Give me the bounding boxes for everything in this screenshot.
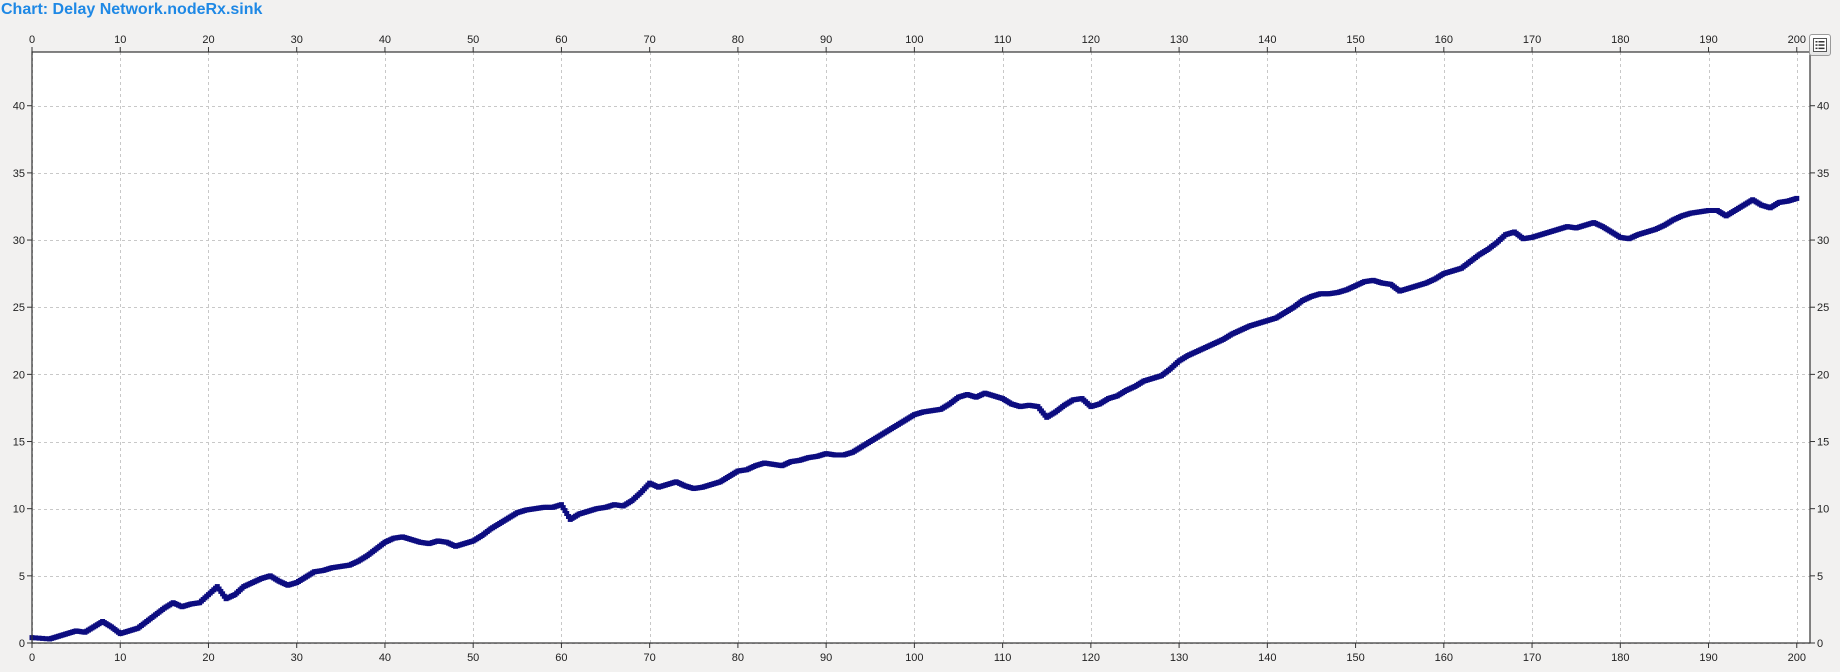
y-axis-right: 0 5 10 15 20 25 30 35 40 [1810, 101, 1829, 650]
x-tick-label-top: 110 [994, 34, 1012, 46]
x-tick-label-top: 160 [1435, 34, 1453, 46]
x-tick-label-bottom: 140 [1258, 652, 1276, 664]
data-point [565, 513, 571, 519]
y-tick-label-left: 25 [13, 302, 25, 314]
y-tick-label-right: 5 [1817, 571, 1823, 583]
x-tick-label-bottom: 120 [1082, 652, 1100, 664]
y-tick-label-left: 20 [13, 369, 25, 381]
x-tick-label-top: 50 [467, 34, 479, 46]
x-tick-label-bottom: 160 [1435, 652, 1453, 664]
data-point [1794, 195, 1800, 201]
plot-area [32, 52, 1810, 643]
x-tick-label-bottom: 200 [1788, 652, 1806, 664]
plot-frame [31, 51, 1811, 644]
y-axis-left: 0 5 10 15 20 25 30 35 40 [13, 101, 32, 650]
x-tick-label-top: 80 [732, 34, 744, 46]
y-tick-label-right: 30 [1817, 235, 1829, 247]
data-point [560, 505, 566, 511]
x-tick-label-bottom: 80 [732, 652, 744, 664]
data-point [40, 635, 46, 641]
y-tick-label-right: 15 [1817, 437, 1829, 449]
x-tick-label-top: 20 [202, 34, 214, 46]
data-point [36, 635, 42, 641]
y-tick-label-right: 25 [1817, 302, 1829, 314]
x-tick-label-top: 130 [1170, 34, 1188, 46]
legend-list-icon [1813, 38, 1827, 52]
x-tick-label-top: 200 [1788, 34, 1806, 46]
x-tick-label-bottom: 100 [905, 652, 923, 664]
x-tick-label-bottom: 150 [1346, 652, 1364, 664]
data-point [43, 636, 49, 642]
x-tick-label-top: 100 [905, 34, 923, 46]
x-tick-label-bottom: 110 [994, 652, 1012, 664]
x-tick-label-top: 180 [1611, 34, 1629, 46]
x-tick-label-top: 140 [1258, 34, 1276, 46]
x-tick-label-top: 10 [114, 34, 126, 46]
y-tick-label-left: 30 [13, 235, 25, 247]
x-tick-label-bottom: 0 [29, 652, 35, 664]
x-tick-label-bottom: 50 [467, 652, 479, 664]
x-tick-label-top: 40 [379, 34, 391, 46]
y-tick-label-right: 10 [1817, 504, 1829, 516]
y-tick-label-right: 40 [1817, 101, 1829, 113]
data-point [33, 635, 39, 641]
x-tick-label-top: 150 [1346, 34, 1364, 46]
y-tick-label-right: 35 [1817, 168, 1829, 180]
y-tick-label-left: 35 [13, 168, 25, 180]
data-point [558, 502, 564, 508]
x-tick-label-bottom: 180 [1611, 652, 1629, 664]
x-tick-label-bottom: 10 [114, 652, 126, 664]
x-tick-label-bottom: 190 [1699, 652, 1717, 664]
x-axis-top: 0 10 20 30 40 50 60 70 80 90 100 110 120 130 140 150 160… [29, 34, 1806, 52]
x-tick-label-bottom: 70 [644, 652, 656, 664]
data-point [562, 508, 568, 514]
legend-toggle-button[interactable] [1809, 34, 1831, 56]
data-point [564, 511, 570, 517]
x-tick-label-top: 90 [820, 34, 832, 46]
x-tick-label-top: 190 [1699, 34, 1717, 46]
series-delay [29, 195, 1800, 642]
y-tick-label-left: 15 [13, 437, 25, 449]
x-tick-label-top: 60 [555, 34, 567, 46]
x-tick-label-bottom: 170 [1523, 652, 1541, 664]
y-tick-label-right: 0 [1817, 638, 1823, 650]
x-tick-label-bottom: 60 [555, 652, 567, 664]
x-tick-label-bottom: 130 [1170, 652, 1188, 664]
chart-title: Chart: Delay Network.nodeRx.sink [1, 1, 263, 18]
x-tick-label-bottom: 90 [820, 652, 832, 664]
y-tick-label-left: 0 [19, 638, 25, 650]
y-tick-label-right: 20 [1817, 369, 1829, 381]
x-tick-label-top: 170 [1523, 34, 1541, 46]
y-tick-label-left: 10 [13, 504, 25, 516]
x-tick-label-bottom: 40 [379, 652, 391, 664]
x-tick-label-bottom: 30 [291, 652, 303, 664]
x-tick-label-top: 30 [291, 34, 303, 46]
y-tick-label-left: 40 [13, 101, 25, 113]
x-axis-bottom: 0 10 20 30 40 50 60 70 80 90 100 110 120 130 140 150 160… [29, 643, 1806, 664]
y-tick-label-left: 5 [19, 571, 25, 583]
x-tick-label-top: 0 [29, 34, 35, 46]
x-tick-label-top: 70 [644, 34, 656, 46]
x-tick-label-top: 120 [1082, 34, 1100, 46]
x-tick-label-bottom: 20 [202, 652, 214, 664]
